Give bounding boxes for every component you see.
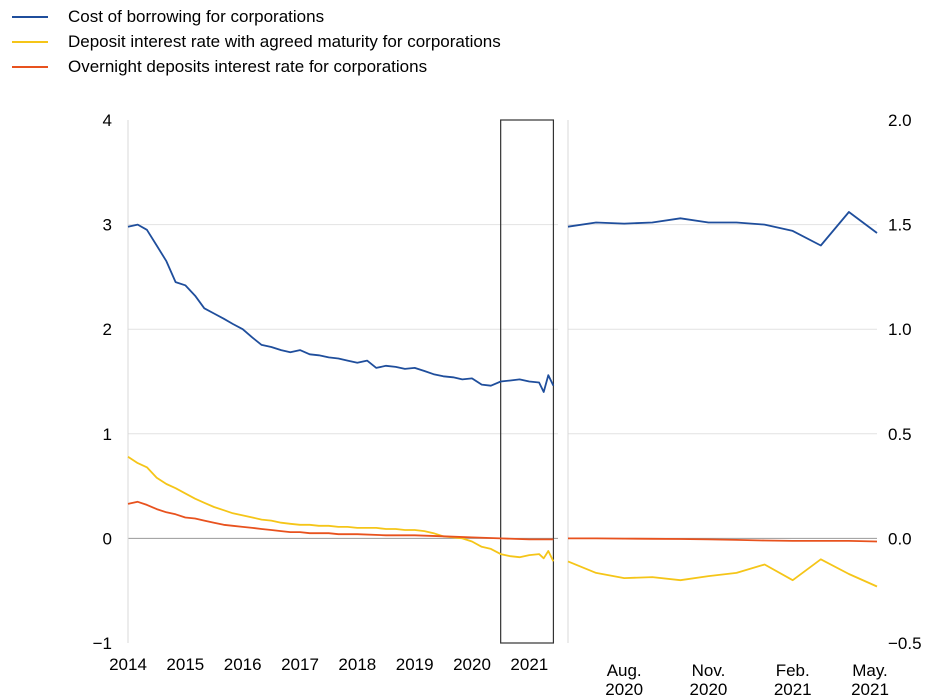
left-y-tick-label: −1: [93, 634, 112, 653]
right-series-line-1: [567, 211, 878, 247]
legend-swatch-cost-of-borrowing: [12, 16, 48, 18]
left-y-tick-label: 0: [103, 529, 112, 548]
left-x-tick-label: 2016: [224, 655, 262, 674]
left-x-tick-label: 2020: [453, 655, 491, 674]
right-y-tick-label: 1.5: [888, 216, 912, 235]
right-y-tick-label: 0.5: [888, 425, 912, 444]
right-x-tick-label-year: 2021: [851, 680, 889, 699]
left-y-tick-label: 2: [103, 320, 112, 339]
left-x-tick-label: 2021: [510, 655, 548, 674]
legend-item-cost-of-borrowing: Cost of borrowing for corporations: [0, 4, 501, 29]
left-series-line-3: [127, 500, 554, 541]
legend-label-overnight-rate: Overnight deposits interest rate for cor…: [68, 57, 428, 76]
right-x-tick-label-month: Feb.: [776, 661, 810, 680]
left-series-line-1: [127, 223, 555, 393]
legend-swatch-overnight-rate: [12, 66, 48, 68]
right-y-tick-label: 0.0: [888, 529, 912, 548]
right-y-tick-label: 1.0: [888, 320, 912, 339]
left-y-tick-label: 1: [103, 425, 112, 444]
left-x-tick-label: 2018: [338, 655, 376, 674]
right-x-tick-label-month: May.: [852, 661, 888, 680]
right-y-tick-label: 2.0: [888, 111, 912, 130]
legend-label-deposit-rate: Deposit interest rate with agreed maturi…: [68, 32, 501, 51]
left-x-tick-label: 2014: [109, 655, 147, 674]
right-x-tick-label-month: Aug.: [607, 661, 642, 680]
left-y-tick-label: 4: [103, 111, 112, 130]
legend-swatch-deposit-rate: [12, 41, 48, 43]
right-series-line-2: [567, 558, 878, 588]
right-x-tick-label-year: 2020: [690, 680, 728, 699]
right-y-tick-label: −0.5: [888, 634, 922, 653]
legend-item-deposit-rate: Deposit interest rate with agreed maturi…: [0, 29, 501, 54]
left-series-line-2: [127, 456, 555, 562]
left-x-tick-label: 2017: [281, 655, 319, 674]
right-x-tick-label-month: Nov.: [692, 661, 726, 680]
right-series-line-3: [568, 537, 878, 543]
right-x-tick-label-year: 2020: [605, 680, 643, 699]
legend: Cost of borrowing for corporations Depos…: [0, 4, 501, 79]
left-x-tick-label: 2015: [166, 655, 204, 674]
legend-item-overnight-rate: Overnight deposits interest rate for cor…: [0, 54, 501, 79]
legend-label-cost-of-borrowing: Cost of borrowing for corporations: [68, 7, 325, 26]
left-x-tick-label: 2019: [396, 655, 434, 674]
left-y-tick-label: 3: [103, 216, 112, 235]
right-x-tick-label-year: 2021: [774, 680, 812, 699]
